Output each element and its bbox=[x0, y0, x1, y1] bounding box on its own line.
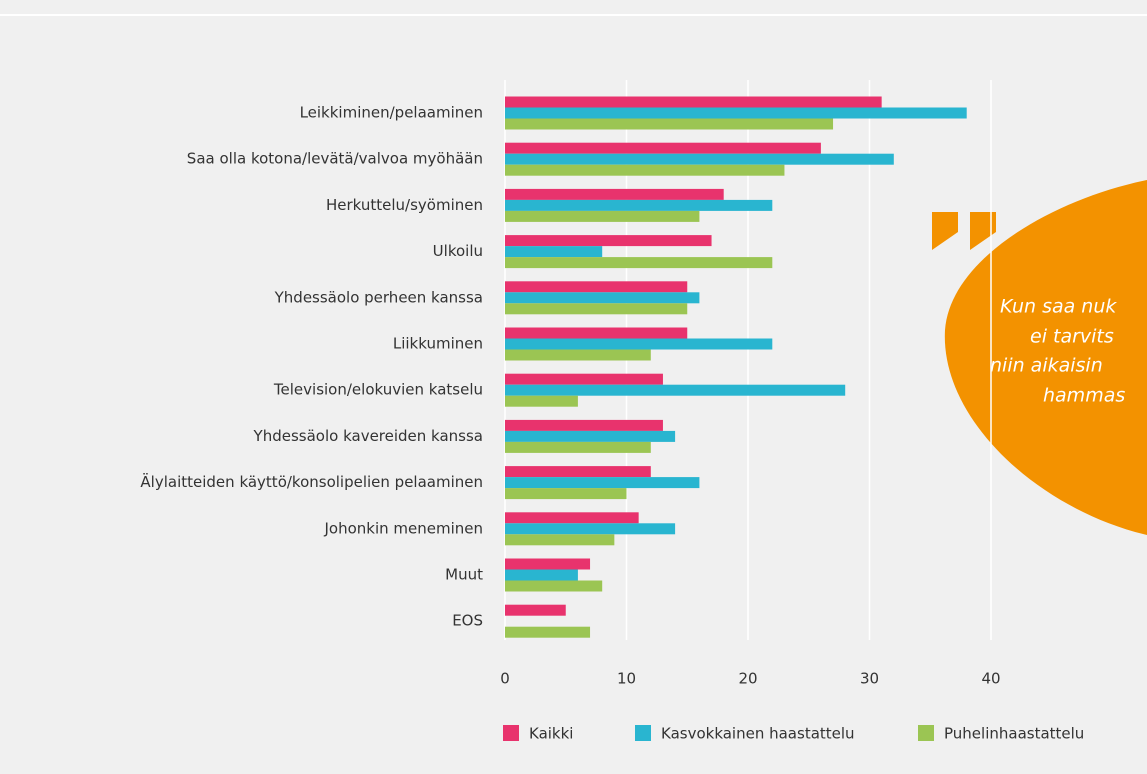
bar bbox=[505, 534, 615, 546]
bar bbox=[505, 153, 894, 165]
x-tick-label: 0 bbox=[500, 670, 510, 688]
bar bbox=[505, 327, 688, 339]
bar bbox=[505, 523, 676, 535]
y-tick-label: Ulkoilu bbox=[433, 242, 483, 260]
quote-mark bbox=[932, 212, 996, 250]
legend-swatch bbox=[503, 725, 519, 741]
x-tick-label: 30 bbox=[860, 670, 879, 688]
bar bbox=[505, 477, 700, 489]
bar bbox=[505, 419, 663, 431]
bar bbox=[505, 441, 651, 453]
bar bbox=[505, 558, 591, 570]
bar bbox=[505, 338, 773, 350]
bar bbox=[505, 188, 724, 200]
y-tick-label: Television/elokuvien katselu bbox=[273, 381, 483, 399]
bar bbox=[505, 626, 591, 638]
quote-text: niin aikaisin bbox=[990, 355, 1103, 377]
bar bbox=[505, 488, 627, 500]
y-tick-label: Yhdessäolo kavereiden kanssa bbox=[253, 427, 483, 445]
bar bbox=[505, 164, 785, 176]
legend-label: Puhelinhaastattelu bbox=[944, 725, 1084, 743]
y-tick-label: Älylaitteiden käyttö/konsolipelien pelaa… bbox=[140, 472, 483, 491]
bar bbox=[505, 604, 566, 616]
bar bbox=[505, 303, 688, 315]
bar bbox=[505, 466, 651, 478]
bar bbox=[505, 118, 834, 130]
quote-bubble bbox=[944, 180, 1147, 535]
y-tick-label: Johonkin meneminen bbox=[323, 519, 483, 537]
x-tick-label: 10 bbox=[617, 670, 636, 688]
legend-label: Kasvokkainen haastattelu bbox=[661, 725, 855, 743]
bar bbox=[505, 96, 882, 108]
bar bbox=[505, 257, 773, 269]
bar bbox=[505, 430, 676, 442]
y-tick-label: Liikkuminen bbox=[393, 335, 483, 353]
y-tick-label: Leikkiminen/pelaaminen bbox=[300, 104, 483, 122]
bar bbox=[505, 107, 967, 119]
quote-text: hammas bbox=[1043, 385, 1125, 407]
bar bbox=[505, 395, 578, 407]
bar bbox=[505, 142, 821, 154]
bar bbox=[505, 580, 603, 592]
y-tick-label: EOS bbox=[452, 612, 483, 630]
legend-label: Kaikki bbox=[529, 725, 573, 743]
bar bbox=[505, 292, 700, 304]
bar bbox=[505, 512, 639, 524]
bar bbox=[505, 349, 651, 361]
bar bbox=[505, 246, 603, 258]
y-tick-label: Yhdessäolo perheen kanssa bbox=[274, 288, 483, 306]
legend-swatch bbox=[635, 725, 651, 741]
bar bbox=[505, 384, 846, 396]
x-tick-label: 20 bbox=[738, 670, 757, 688]
bar bbox=[505, 199, 773, 211]
quote-text: Kun saa nuk bbox=[1000, 296, 1117, 318]
bar bbox=[505, 210, 700, 222]
bar bbox=[505, 373, 663, 385]
bar bbox=[505, 235, 712, 247]
quote-text: ei tarvits bbox=[1030, 326, 1114, 348]
x-tick-label: 40 bbox=[981, 670, 1000, 688]
y-tick-label: Muut bbox=[445, 566, 483, 584]
bar bbox=[505, 569, 578, 581]
legend-swatch bbox=[918, 725, 934, 741]
y-tick-label: Saa olla kotona/levätä/valvoa myöhään bbox=[187, 150, 483, 168]
bar bbox=[505, 281, 688, 293]
y-tick-label: Herkuttelu/syöminen bbox=[326, 196, 483, 214]
